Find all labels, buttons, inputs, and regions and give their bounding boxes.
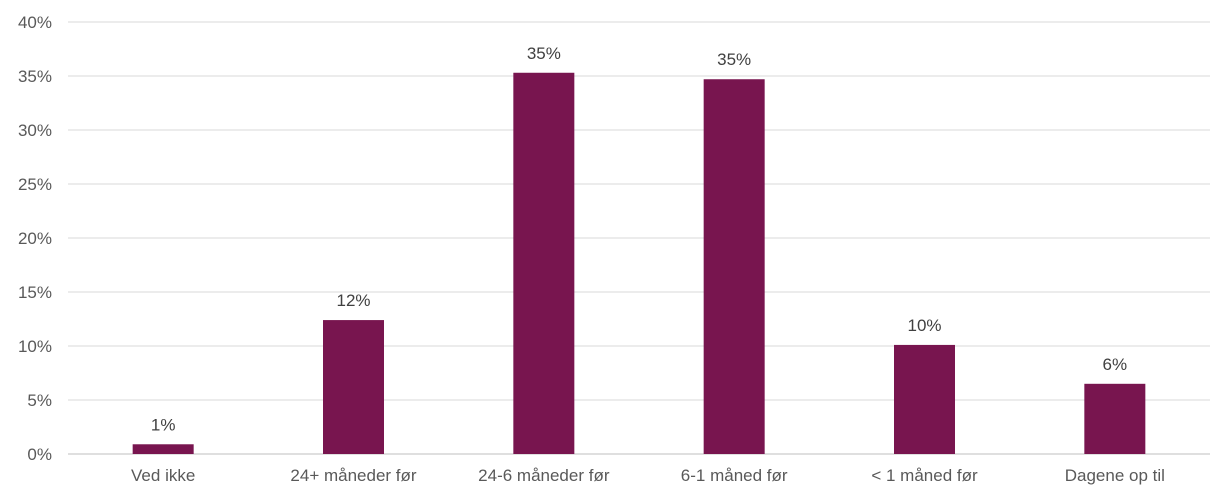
bar: [703, 79, 765, 455]
x-tick-label: 24+ måneder før: [290, 466, 416, 485]
x-tick-label: 24-6 måneder før: [478, 466, 610, 485]
y-tick-label: 30%: [18, 121, 52, 140]
x-tick-label: Dagene op til: [1065, 466, 1165, 485]
x-axis-ticks: Ved ikke 24+ måneder før 24-6 måneder før 6…: [131, 466, 1165, 485]
x-tick-label: Ved ikke: [131, 466, 195, 485]
y-tick-label: 20%: [18, 229, 52, 248]
gridlines: [68, 21, 1210, 455]
bar: [132, 444, 194, 454]
y-tick-label: 35%: [18, 67, 52, 86]
data-labels: 1% 12% 35% 35% 10% 6%: [151, 44, 1127, 435]
x-tick-label: 6-1 måned før: [681, 466, 788, 485]
data-label: 6%: [1103, 355, 1128, 374]
bars: [132, 72, 1146, 455]
y-tick-label: 15%: [18, 283, 52, 302]
y-tick-label: 5%: [27, 391, 52, 410]
y-tick-label: 25%: [18, 175, 52, 194]
y-tick-label: 10%: [18, 337, 52, 356]
data-label: 35%: [717, 50, 751, 69]
data-label: 12%: [336, 291, 370, 310]
bar: [513, 72, 575, 454]
y-tick-label: 0%: [27, 445, 52, 464]
data-label: 1%: [151, 415, 176, 434]
bar: [1084, 383, 1146, 454]
x-tick-label: < 1 måned før: [871, 466, 978, 485]
bar: [323, 320, 384, 454]
data-label: 35%: [527, 44, 561, 63]
bar: [894, 344, 955, 454]
data-label: 10%: [907, 316, 941, 335]
y-tick-label: 40%: [18, 13, 52, 32]
y-axis-ticks: 0% 5% 10% 15% 20% 25% 30% 35% 40%: [18, 13, 52, 464]
